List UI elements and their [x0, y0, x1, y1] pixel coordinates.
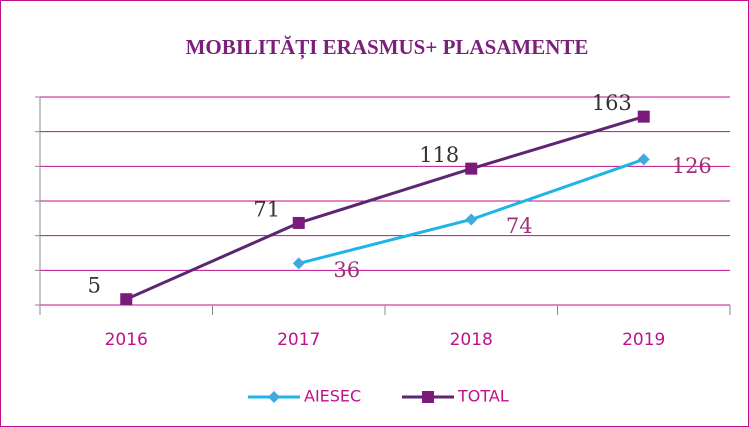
data-label: 163	[592, 91, 632, 115]
x-tick-label: 2018	[450, 330, 493, 350]
legend-label: TOTAL	[457, 387, 509, 406]
data-label: 126	[672, 154, 712, 178]
data-point	[465, 162, 478, 175]
data-label: 71	[253, 197, 280, 221]
data-label: 118	[419, 143, 459, 167]
data-label: 36	[333, 258, 360, 282]
legend-marker	[268, 391, 280, 403]
chart-title: MOBILITĂȚI ERASMUS+ PLASAMENTE	[186, 35, 589, 60]
x-tick-label: 2017	[277, 330, 320, 350]
x-tick-label: 2016	[105, 330, 148, 350]
data-point	[292, 216, 305, 229]
data-point	[465, 213, 478, 226]
x-tick-label: 2019	[622, 330, 665, 350]
data-label: 74	[506, 214, 533, 238]
data-point	[120, 293, 133, 306]
data-point	[637, 110, 650, 123]
data-point	[292, 257, 305, 270]
legend-marker	[422, 391, 434, 403]
series-line	[125, 115, 645, 301]
legend-label: AIESEC	[304, 387, 361, 406]
data-point	[637, 153, 650, 166]
data-label: 5	[88, 274, 101, 298]
